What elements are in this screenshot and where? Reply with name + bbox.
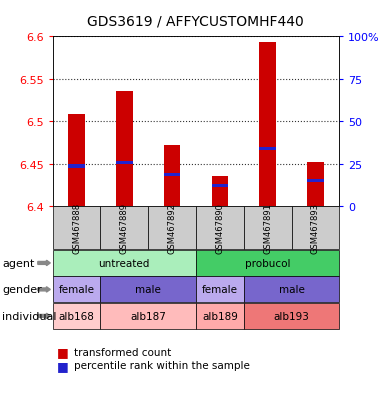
Text: male: male bbox=[135, 285, 161, 295]
Text: GSM467888: GSM467888 bbox=[72, 203, 81, 254]
Text: individual: individual bbox=[2, 311, 57, 321]
Text: female: female bbox=[202, 285, 238, 295]
Text: male: male bbox=[278, 285, 305, 295]
Text: percentile rank within the sample: percentile rank within the sample bbox=[74, 361, 250, 370]
Text: ■: ■ bbox=[57, 345, 68, 358]
Bar bbox=[164, 145, 181, 206]
Bar bbox=[211, 185, 228, 188]
Text: agent: agent bbox=[2, 258, 34, 268]
Bar bbox=[68, 165, 85, 169]
Bar bbox=[116, 161, 133, 165]
Text: GSM467889: GSM467889 bbox=[120, 203, 129, 254]
Bar bbox=[307, 179, 324, 183]
Bar bbox=[259, 147, 276, 151]
Text: alb189: alb189 bbox=[202, 311, 238, 321]
Text: untreated: untreated bbox=[99, 258, 150, 268]
Bar bbox=[259, 43, 276, 206]
Bar bbox=[68, 115, 85, 206]
Text: gender: gender bbox=[2, 285, 42, 295]
Text: female: female bbox=[58, 285, 94, 295]
Text: ■: ■ bbox=[57, 359, 68, 372]
Text: probucol: probucol bbox=[245, 258, 291, 268]
Text: GDS3619 / AFFYCUSTOMHF440: GDS3619 / AFFYCUSTOMHF440 bbox=[87, 14, 303, 28]
Text: alb193: alb193 bbox=[274, 311, 309, 321]
Bar bbox=[307, 162, 324, 206]
Text: alb187: alb187 bbox=[130, 311, 166, 321]
Text: GSM467891: GSM467891 bbox=[263, 203, 272, 254]
Bar bbox=[211, 177, 228, 206]
Text: GSM467893: GSM467893 bbox=[311, 203, 320, 254]
Text: alb168: alb168 bbox=[58, 311, 94, 321]
Text: transformed count: transformed count bbox=[74, 347, 171, 357]
Bar bbox=[116, 92, 133, 206]
Text: GSM467892: GSM467892 bbox=[168, 203, 177, 254]
Text: GSM467890: GSM467890 bbox=[215, 203, 224, 254]
Bar bbox=[164, 173, 181, 177]
